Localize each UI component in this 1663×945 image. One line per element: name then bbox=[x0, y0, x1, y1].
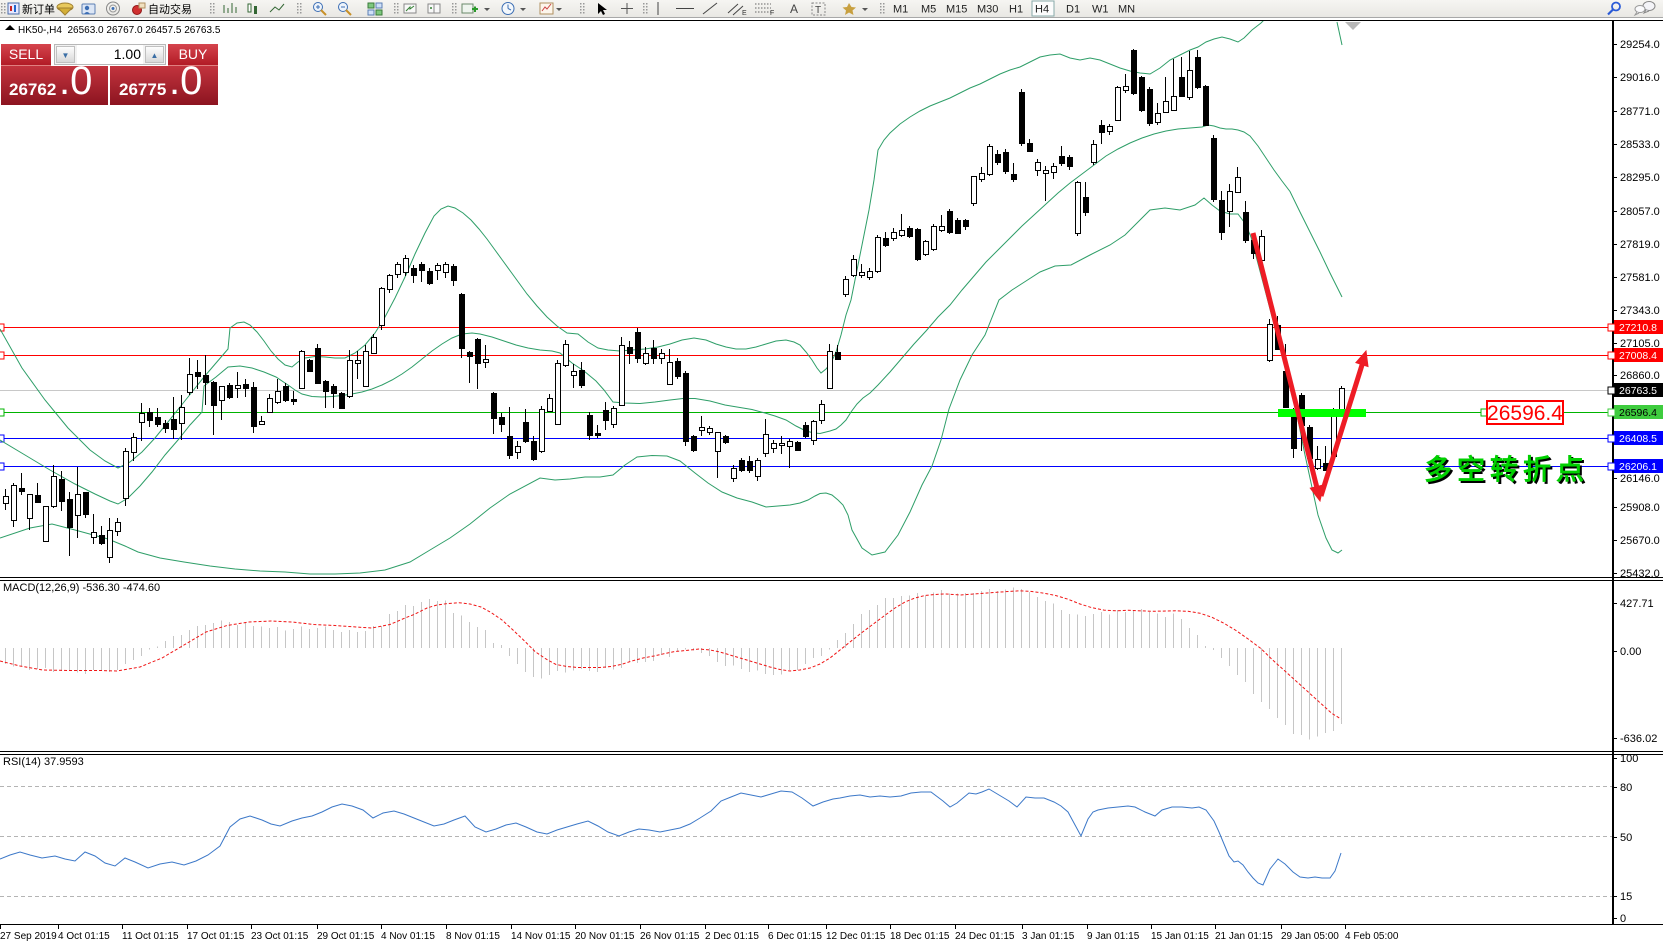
svg-text:14 Nov 01:15: 14 Nov 01:15 bbox=[511, 931, 571, 942]
svg-text:427.71: 427.71 bbox=[1620, 598, 1654, 610]
svg-text:0.00: 0.00 bbox=[1620, 646, 1641, 658]
svg-text:25670.0: 25670.0 bbox=[1620, 535, 1660, 547]
svg-text:27008.4: 27008.4 bbox=[1619, 350, 1657, 362]
svg-text:50: 50 bbox=[1620, 832, 1632, 844]
svg-text:MN: MN bbox=[1118, 4, 1135, 16]
svg-text:29254.0: 29254.0 bbox=[1620, 39, 1660, 51]
svg-text:多空转折点: 多空转折点 bbox=[1426, 455, 1591, 487]
svg-text:15: 15 bbox=[1620, 891, 1632, 903]
svg-text:A: A bbox=[790, 2, 798, 16]
svg-text:25908.0: 25908.0 bbox=[1620, 502, 1660, 514]
svg-text:28057.0: 28057.0 bbox=[1620, 206, 1660, 218]
svg-text:W1: W1 bbox=[1092, 4, 1109, 16]
svg-text:27 Sep 2019: 27 Sep 2019 bbox=[0, 931, 57, 942]
svg-text:M5: M5 bbox=[921, 4, 936, 16]
svg-text:9 Jan 01:15: 9 Jan 01:15 bbox=[1087, 931, 1140, 942]
svg-text:26596.4: 26596.4 bbox=[1487, 402, 1563, 425]
svg-text:4 Nov 01:15: 4 Nov 01:15 bbox=[381, 931, 435, 942]
svg-text:100: 100 bbox=[1620, 753, 1638, 765]
svg-text:M1: M1 bbox=[893, 4, 908, 16]
svg-text:M15: M15 bbox=[946, 4, 967, 16]
svg-text:26 Nov 01:15: 26 Nov 01:15 bbox=[640, 931, 700, 942]
svg-text:18 Dec 01:15: 18 Dec 01:15 bbox=[890, 931, 950, 942]
svg-text:T: T bbox=[815, 5, 821, 16]
svg-text:12 Dec 01:15: 12 Dec 01:15 bbox=[826, 931, 886, 942]
svg-text:26206.1: 26206.1 bbox=[1619, 461, 1657, 473]
svg-text:自动交易: 自动交易 bbox=[148, 2, 192, 16]
svg-text:80: 80 bbox=[1620, 782, 1632, 794]
svg-text:28771.0: 28771.0 bbox=[1620, 106, 1660, 118]
svg-text:28295.0: 28295.0 bbox=[1620, 172, 1660, 184]
svg-text:4 Oct 01:15: 4 Oct 01:15 bbox=[58, 931, 110, 942]
svg-text:24 Dec 01:15: 24 Dec 01:15 bbox=[955, 931, 1015, 942]
svg-text:HK50-,H4 26563.0 26767.0 2645: HK50-,H4 26563.0 26767.0 26457.5 26763.5 bbox=[18, 25, 221, 36]
svg-text:26763.5: 26763.5 bbox=[1619, 385, 1657, 397]
svg-text:MACD(12,26,9) -536.30 -474.60: MACD(12,26,9) -536.30 -474.60 bbox=[3, 582, 160, 594]
svg-text:H4: H4 bbox=[1035, 4, 1049, 16]
svg-text:RSI(14) 37.9593: RSI(14) 37.9593 bbox=[3, 756, 84, 768]
svg-text:26596.4: 26596.4 bbox=[1619, 407, 1657, 419]
svg-text:27210.8: 27210.8 bbox=[1619, 322, 1657, 334]
svg-text:新订单: 新订单 bbox=[22, 2, 55, 16]
svg-text:27581.0: 27581.0 bbox=[1620, 272, 1660, 284]
svg-text:15 Jan 01:15: 15 Jan 01:15 bbox=[1151, 931, 1209, 942]
svg-text:23 Oct 01:15: 23 Oct 01:15 bbox=[251, 931, 309, 942]
svg-text:4 Feb 05:00: 4 Feb 05:00 bbox=[1345, 931, 1399, 942]
svg-text:20 Nov 01:15: 20 Nov 01:15 bbox=[575, 931, 635, 942]
svg-text:29 Jan 05:00: 29 Jan 05:00 bbox=[1281, 931, 1339, 942]
svg-text:28533.0: 28533.0 bbox=[1620, 139, 1660, 151]
svg-text:26860.0: 26860.0 bbox=[1620, 370, 1660, 382]
svg-text:29016.0: 29016.0 bbox=[1620, 72, 1660, 84]
svg-text:E: E bbox=[742, 10, 747, 17]
svg-text:17 Oct 01:15: 17 Oct 01:15 bbox=[187, 931, 245, 942]
svg-text:多空转折点: 多空转折点 bbox=[1424, 453, 1589, 485]
svg-text:27105.0: 27105.0 bbox=[1620, 338, 1660, 350]
svg-text:6 Dec 01:15: 6 Dec 01:15 bbox=[768, 931, 822, 942]
svg-text:29 Oct 01:15: 29 Oct 01:15 bbox=[317, 931, 375, 942]
svg-text:3 Jan 01:15: 3 Jan 01:15 bbox=[1022, 931, 1075, 942]
svg-text:D1: D1 bbox=[1066, 4, 1080, 16]
svg-text:F: F bbox=[770, 10, 774, 17]
svg-text:H1: H1 bbox=[1009, 4, 1023, 16]
svg-text:27819.0: 27819.0 bbox=[1620, 239, 1660, 251]
svg-text:27343.0: 27343.0 bbox=[1620, 305, 1660, 317]
svg-text:21 Jan 01:15: 21 Jan 01:15 bbox=[1215, 931, 1273, 942]
svg-text:0: 0 bbox=[1620, 913, 1626, 925]
svg-text:25432.0: 25432.0 bbox=[1620, 568, 1660, 580]
svg-text:26408.5: 26408.5 bbox=[1619, 433, 1657, 445]
svg-text:2 Dec 01:15: 2 Dec 01:15 bbox=[705, 931, 759, 942]
svg-text:11 Oct 01:15: 11 Oct 01:15 bbox=[122, 931, 179, 942]
svg-text:M30: M30 bbox=[977, 4, 998, 16]
svg-text:8 Nov 01:15: 8 Nov 01:15 bbox=[446, 931, 500, 942]
svg-text:26146.0: 26146.0 bbox=[1620, 473, 1660, 485]
svg-text:-636.02: -636.02 bbox=[1620, 733, 1657, 745]
